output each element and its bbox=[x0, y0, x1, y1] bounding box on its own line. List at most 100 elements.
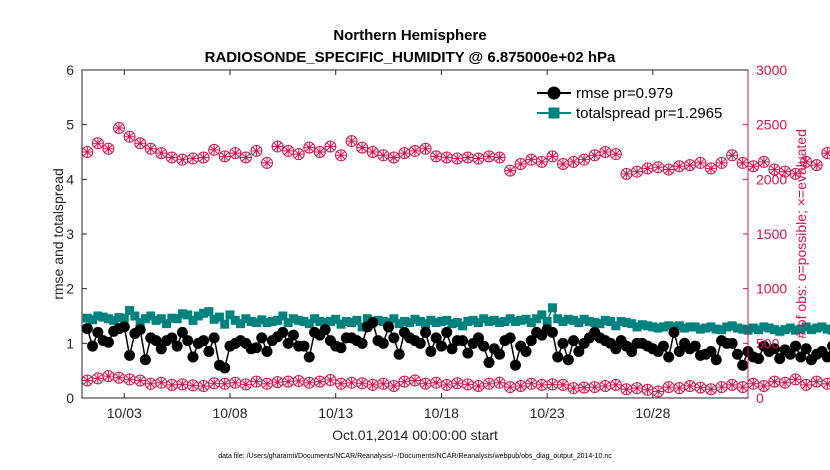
obs-evaluated-point-cross bbox=[367, 379, 379, 391]
totalspread-point bbox=[431, 318, 441, 328]
totalspread-point bbox=[251, 318, 261, 328]
obs-evaluated-point-cross bbox=[768, 376, 780, 388]
totalspread-point bbox=[611, 321, 621, 331]
rmse-point bbox=[546, 326, 558, 338]
obs-possible-point-cross bbox=[430, 150, 442, 162]
obs-possible-point-cross bbox=[462, 151, 474, 163]
rmse-point bbox=[790, 340, 802, 352]
totalspread-point bbox=[162, 319, 172, 329]
totalspread-point bbox=[664, 321, 674, 331]
totalspread-point bbox=[114, 313, 124, 323]
totalspread-point bbox=[410, 314, 420, 324]
obs-possible-point-cross bbox=[250, 145, 262, 157]
obs-evaluated-point-cross bbox=[113, 372, 125, 384]
totalspread-point bbox=[579, 314, 589, 324]
rmse-point bbox=[726, 337, 738, 349]
totalspread-point bbox=[648, 322, 658, 332]
obs-possible-point-cross bbox=[821, 147, 830, 159]
rmse-point bbox=[663, 351, 675, 363]
totalspread-point bbox=[658, 322, 668, 332]
rmse-point bbox=[256, 332, 268, 344]
obs-evaluated-point-cross bbox=[716, 381, 728, 393]
totalspread-point bbox=[119, 313, 129, 323]
totalspread-point bbox=[764, 323, 774, 333]
obs-possible-point-cross bbox=[779, 166, 791, 178]
totalspread-point bbox=[595, 319, 605, 329]
obs-evaluated-point-cross bbox=[303, 377, 315, 389]
obs-evaluated-point-cross bbox=[790, 373, 802, 385]
totalspread-point bbox=[796, 324, 806, 334]
totalspread-point bbox=[278, 311, 288, 321]
legend-rmse-label: rmse pr=0.979 bbox=[576, 85, 673, 102]
totalspread-point bbox=[458, 321, 468, 331]
totalspread-point bbox=[310, 314, 320, 324]
totalspread-point bbox=[146, 311, 156, 321]
rmse-point bbox=[219, 362, 231, 374]
rmse-point bbox=[182, 335, 194, 347]
totalspread-point bbox=[732, 323, 742, 333]
obs-possible-point-cross bbox=[673, 160, 685, 172]
rmse-point bbox=[573, 346, 585, 358]
rmse-point bbox=[768, 343, 780, 355]
rmse-point bbox=[478, 340, 490, 352]
y-tick-label-right: 2000 bbox=[756, 171, 787, 187]
totalspread-point bbox=[283, 318, 293, 328]
totalspread-point bbox=[103, 314, 113, 324]
obs-evaluated-point-cross bbox=[620, 383, 632, 395]
obs-possible-point-cross bbox=[81, 146, 93, 158]
obs-evaluated-point-cross bbox=[821, 378, 830, 390]
totalspread-point bbox=[526, 318, 536, 328]
rmse-point bbox=[673, 346, 685, 358]
totalspread-point bbox=[812, 323, 822, 333]
obs-evaluated-point-cross bbox=[663, 381, 675, 393]
obs-possible-point-cross bbox=[451, 153, 463, 165]
rmse-point bbox=[208, 332, 220, 344]
totalspread-point bbox=[325, 316, 335, 326]
obs-possible-point-cross bbox=[599, 146, 611, 158]
totalspread-point bbox=[505, 314, 515, 324]
rmse-point bbox=[383, 321, 395, 333]
totalspread-point bbox=[738, 324, 748, 334]
totalspread-point bbox=[690, 322, 700, 332]
obs-evaluated-point-cross bbox=[145, 378, 157, 390]
totalspread-point bbox=[304, 319, 314, 329]
rmse-point bbox=[753, 353, 765, 365]
totalspread-point bbox=[711, 324, 721, 334]
obs-evaluated-point-cross bbox=[176, 378, 188, 390]
x-tick-label: 10/13 bbox=[318, 405, 353, 421]
totalspread-point bbox=[542, 316, 552, 326]
rmse-point bbox=[171, 340, 183, 352]
totalspread-point bbox=[204, 307, 214, 317]
obs-evaluated-point-cross bbox=[398, 376, 410, 388]
rmse-point bbox=[827, 341, 830, 351]
obs-possible-point-cross bbox=[261, 157, 273, 169]
obs-evaluated-point-cross bbox=[568, 382, 580, 394]
y-tick-label-left: 3 bbox=[66, 226, 74, 242]
totalspread-point bbox=[225, 310, 235, 320]
obs-evaluated-point-cross bbox=[409, 375, 421, 387]
obs-evaluated-point-cross bbox=[229, 377, 241, 389]
obs-possible-point-cross bbox=[620, 168, 632, 180]
totalspread-point bbox=[748, 323, 758, 333]
obs-possible-point-cross bbox=[176, 154, 188, 166]
obs-possible-point-cross bbox=[166, 151, 178, 163]
obs-possible-point-cross bbox=[367, 146, 379, 158]
obs-possible-point-cross bbox=[694, 157, 706, 169]
totalspread-point bbox=[135, 318, 145, 328]
totalspread-point bbox=[653, 323, 663, 333]
obs-possible-point-cross bbox=[113, 122, 125, 134]
obs-evaluated-point-cross bbox=[673, 382, 685, 394]
obs-possible-point-cross bbox=[441, 151, 453, 163]
obs-possible-point-cross bbox=[747, 160, 759, 172]
totalspread-point bbox=[315, 316, 325, 326]
totalspread-point bbox=[695, 324, 705, 334]
totalspread-point bbox=[130, 311, 140, 321]
rmse-point bbox=[610, 343, 622, 355]
rmse-point bbox=[414, 337, 426, 349]
totalspread-point bbox=[352, 315, 362, 325]
rmse-point bbox=[282, 337, 294, 349]
rmse-point bbox=[737, 359, 749, 371]
obs-evaluated-point-cross bbox=[705, 383, 717, 395]
obs-evaluated-point-cross bbox=[356, 377, 368, 389]
y-tick-label-right: 500 bbox=[756, 335, 780, 351]
